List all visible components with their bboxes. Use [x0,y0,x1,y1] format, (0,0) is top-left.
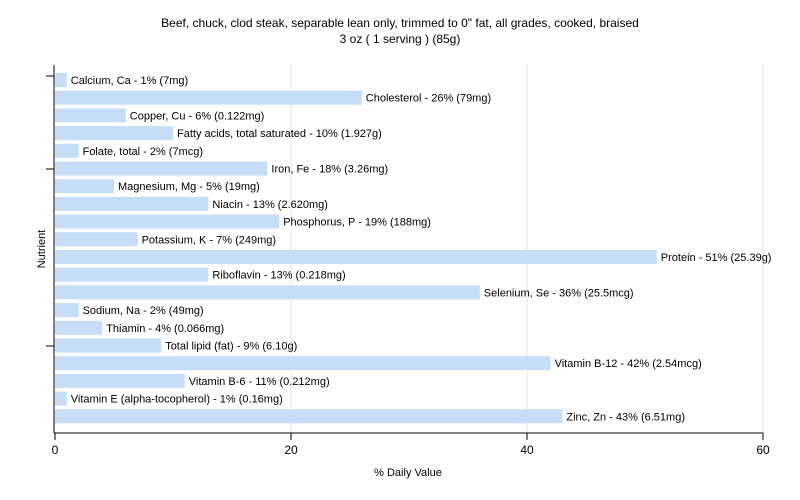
bar-label: Cholesterol - 26% (79mg) [366,93,491,105]
bar [55,409,563,424]
bar-label: Potassium, K - 7% (249mg) [142,234,277,246]
bar-label: Niacin - 13% (2.620mg) [212,199,328,211]
bar-label: Selenium, Se - 36% (25.5mcg) [484,287,634,299]
bar [55,126,173,141]
bar [55,73,67,87]
bar [55,267,209,282]
bar [55,161,268,176]
bar-label: Total lipid (fat) - 9% (6.10g) [165,341,297,353]
bar-label: Folate, total - 2% (7mcg) [83,146,203,158]
bar [55,232,138,247]
bar [55,108,126,123]
bar [55,338,162,353]
bar-label: Sodium, Na - 2% (49mg) [83,305,204,317]
bar [55,214,280,229]
bar-label: Phosphorus, P - 19% (188mg) [283,217,431,229]
bars-group: Calcium, Ca - 1% (7mg) Cholesterol - 26% … [55,73,772,424]
axes [46,65,763,434]
y-axis-title: Nutrient [36,230,48,269]
x-tick-label: 20 [284,443,298,457]
x-ticks: 0 20 40 60 [52,433,770,457]
bar [55,320,103,335]
bar-label: Vitamin E (alpha-tocopherol) - 1% (0.16m… [71,394,283,406]
bar-label: Protein - 51% (25.39g) [661,252,772,264]
bar-label: Thiamin - 4% (0.066mg) [106,323,224,335]
bar-label: Fatty acids, total saturated - 10% (1.92… [177,128,382,140]
bar [55,196,209,211]
bar [55,143,79,158]
bar-label: Calcium, Ca - 1% (7mg) [71,75,188,87]
bar-label: Iron, Fe - 18% (3.26mg) [271,164,388,176]
x-tick-label: 60 [756,443,770,457]
bar [55,250,657,264]
bar-label: Zinc, Zn - 43% (6.51mg) [566,411,685,423]
bar [55,356,551,371]
bar-label: Magnesium, Mg - 5% (19mg) [118,181,260,193]
bar-label: Riboflavin - 13% (0.218mg) [212,270,345,282]
bar [55,303,79,318]
bar [55,391,67,406]
bar [55,373,185,388]
x-tick-label: 40 [520,443,534,457]
x-axis-title: % Daily Value [374,467,442,479]
bar [55,179,114,194]
bar-label: Vitamin B-12 - 42% (2.54mcg) [555,358,702,370]
bar-label: Copper, Cu - 6% (0.122mg) [130,110,265,122]
bar-label: Vitamin B-6 - 11% (0.212mg) [189,376,330,388]
bar [55,285,480,300]
bar [55,90,362,105]
grid-lines [290,65,764,433]
x-tick-label: 0 [52,443,59,457]
chart-title: Beef, chuck, clod steak, separable lean … [161,16,639,30]
chart-subtitle: 3 oz ( 1 serving ) (85g) [339,32,461,46]
